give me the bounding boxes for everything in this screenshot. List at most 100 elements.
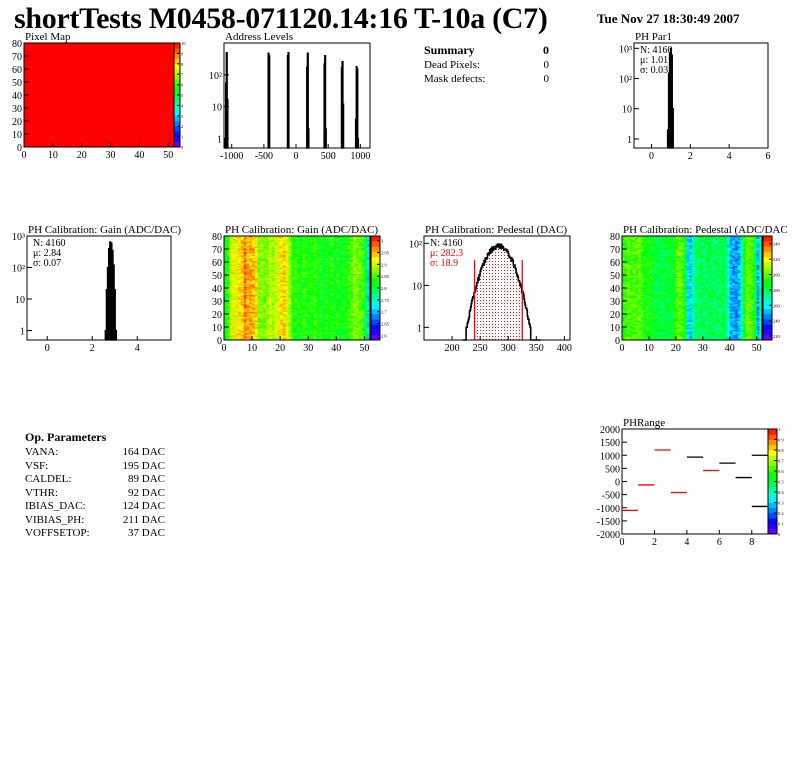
heatmap-cell bbox=[282, 310, 287, 312]
heatmap-cell bbox=[302, 247, 306, 250]
heatmap-cell bbox=[322, 259, 326, 261]
heatmap-cell bbox=[282, 267, 287, 269]
heatmap-cell bbox=[257, 239, 261, 242]
heatmap-cell bbox=[622, 311, 625, 313]
heatmap-cell bbox=[224, 285, 228, 287]
heatmap-cell bbox=[355, 241, 360, 243]
heatmap-cell bbox=[299, 330, 303, 333]
timestamp: Tue Nov 27 18:30:49 2007 bbox=[597, 11, 740, 26]
heatmap-cell bbox=[299, 314, 303, 316]
heatmap-cell bbox=[350, 299, 354, 302]
heatmap-cell bbox=[341, 307, 346, 310]
heatmap-cell bbox=[311, 293, 315, 295]
heatmap-cell bbox=[266, 250, 270, 252]
heatmap-cell bbox=[341, 247, 346, 250]
heatmap-cell bbox=[232, 250, 236, 252]
heatmap-cell bbox=[285, 250, 289, 252]
heatmap-cell bbox=[263, 267, 267, 269]
heatmap-cell bbox=[330, 291, 334, 294]
heatmap-cell bbox=[260, 254, 264, 256]
heatmap-cell bbox=[266, 269, 270, 272]
heatmap-cell bbox=[224, 334, 228, 337]
heatmap-cell bbox=[322, 324, 326, 326]
heatmap-cell bbox=[277, 324, 281, 326]
heatmap-cell bbox=[294, 289, 298, 291]
heatmap-cell bbox=[339, 327, 343, 329]
heatmap-cell bbox=[246, 236, 250, 238]
heatmap-cell bbox=[294, 303, 298, 306]
heatmap-cell bbox=[319, 337, 323, 339]
heatmap-cell bbox=[291, 282, 295, 285]
heatmap-cell bbox=[229, 284, 233, 286]
heatmap-cell bbox=[282, 311, 287, 313]
heatmap-cell bbox=[229, 302, 233, 304]
colorbar-step bbox=[371, 256, 380, 263]
heatmap-cell bbox=[347, 269, 351, 272]
heatmap-cell bbox=[350, 298, 354, 300]
heatmap-cell bbox=[268, 291, 273, 294]
heatmap-cell bbox=[274, 273, 278, 276]
heatmap-cell bbox=[339, 294, 343, 297]
heatmap-cell bbox=[238, 251, 242, 254]
heatmap-cell bbox=[355, 297, 360, 299]
heatmap-cell bbox=[330, 252, 334, 255]
heatmap-cell bbox=[330, 241, 334, 243]
heatmap-cell bbox=[344, 254, 348, 256]
heatmap-cell bbox=[347, 317, 351, 320]
heatmap-cell bbox=[341, 239, 346, 242]
heatmap-cell bbox=[347, 242, 351, 245]
heatmap-cell bbox=[302, 321, 306, 324]
heatmap-cell bbox=[249, 262, 253, 264]
heatmap-cell bbox=[358, 260, 362, 263]
heatmap-cell bbox=[632, 249, 636, 251]
heatmap-cell bbox=[297, 314, 301, 316]
heatmap-cell bbox=[313, 282, 317, 285]
heatmap-cell bbox=[333, 237, 337, 239]
heatmap-cell bbox=[291, 299, 295, 302]
heatmap-cell bbox=[229, 299, 233, 302]
heatmap-cell bbox=[277, 337, 281, 339]
heatmap-cell bbox=[327, 333, 331, 336]
heatmap-cell bbox=[254, 297, 258, 299]
heatmap-cell bbox=[240, 330, 244, 333]
heatmap-cell bbox=[313, 312, 317, 315]
heatmap-cell bbox=[311, 321, 315, 324]
heatmap-cell bbox=[364, 289, 368, 291]
heatmap-cell bbox=[266, 267, 270, 269]
heatmap-cell bbox=[254, 263, 258, 265]
heatmap-cell bbox=[339, 269, 343, 272]
heatmap-cell bbox=[311, 271, 315, 273]
histogram-bin-selected bbox=[512, 259, 513, 340]
heatmap-cell bbox=[297, 263, 301, 265]
heatmap-cell bbox=[364, 320, 368, 323]
heatmap-cell bbox=[353, 273, 357, 276]
heatmap-cell bbox=[246, 304, 250, 307]
heatmap-cell bbox=[263, 265, 267, 268]
histogram-bin-selected bbox=[482, 263, 484, 340]
heatmap-cell bbox=[622, 319, 625, 321]
heatmap-cell bbox=[238, 267, 242, 269]
heatmap-cell bbox=[330, 269, 334, 272]
heatmap-cell bbox=[350, 295, 354, 298]
heatmap-cell bbox=[294, 314, 298, 316]
heatmap-cell bbox=[367, 260, 371, 263]
heatmap-cell bbox=[266, 319, 270, 321]
heatmap-cell bbox=[319, 252, 323, 255]
heatmap-cell bbox=[280, 285, 284, 287]
heatmap-cell bbox=[333, 281, 337, 284]
heatmap-cell bbox=[316, 247, 320, 250]
heatmap-cell bbox=[316, 299, 320, 302]
heatmap-cell bbox=[246, 323, 250, 325]
heatmap-cell bbox=[243, 334, 247, 337]
heatmap-cell bbox=[624, 301, 628, 303]
heatmap-cell bbox=[325, 321, 329, 324]
heatmap-cell bbox=[635, 298, 639, 300]
heatmap-cell bbox=[299, 321, 303, 324]
heatmap-cell bbox=[344, 241, 348, 243]
heatmap-cell bbox=[238, 290, 242, 293]
heatmap-cell bbox=[632, 267, 636, 269]
heatmap-cell bbox=[288, 284, 292, 286]
heatmap-cell bbox=[235, 250, 239, 252]
heatmap-cell bbox=[358, 336, 362, 338]
param-value: 164 DAC bbox=[122, 446, 165, 458]
